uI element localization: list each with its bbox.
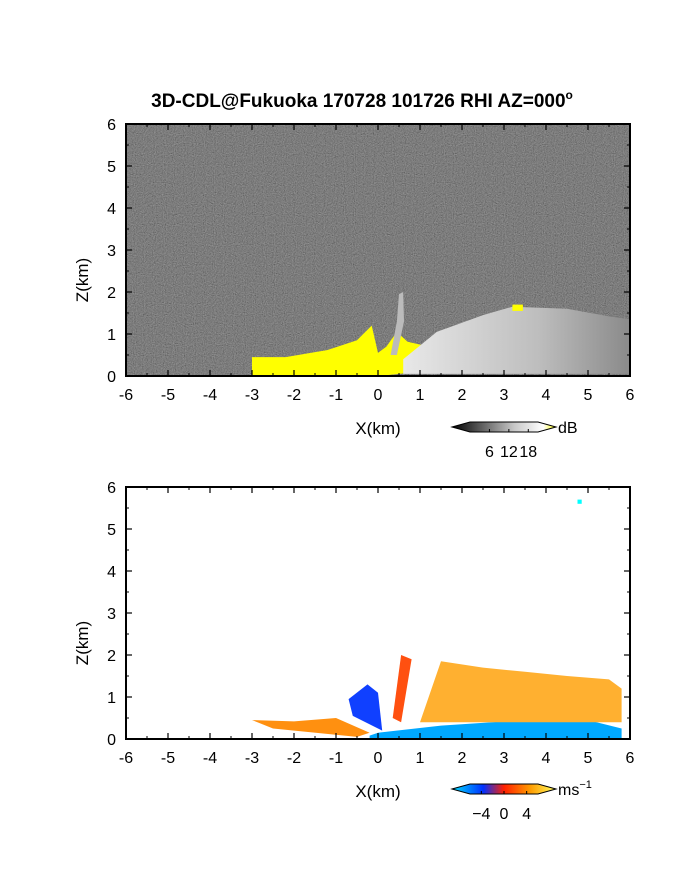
velocity-y-axis-label: Z(km) [73,621,92,665]
x-tick-label: 4 [542,387,551,404]
x-tick-label: -4 [203,387,217,404]
y-tick-label: 5 [107,522,116,539]
y-tick-label: 3 [107,243,116,260]
x-tick-label: -6 [119,387,133,404]
radial-velocity-region-receding-beam [392,655,412,723]
intensity-colorbar-ticks: 6 12 18 [485,429,537,461]
x-tick-label: -2 [287,750,301,767]
velocity-x-axis-label: X(km) [355,782,400,801]
x-tick-label: 2 [458,387,467,404]
x-tick-label: 4 [542,750,551,767]
y-tick-label: 1 [107,690,116,707]
x-tick-label: 1 [416,387,425,404]
colorbar-tick-label: 18 [519,444,537,461]
intensity-colorbar: 6 12 18 dB [450,420,578,461]
x-tick-label: 3 [500,750,509,767]
x-tick-label: 1 [416,750,425,767]
velocity-axes: -6 -5 -4 -3 -2 -1 0 1 2 3 4 5 6 0 1 2 3 4 5 6 [107,480,634,767]
colorbar-tick-label: 6 [485,444,494,461]
x-tick-label: -5 [161,750,175,767]
y-tick-label: 0 [107,369,116,386]
radial-velocity-region-isolated-pixel [577,499,582,504]
intensity-x-axis-label: X(km) [355,419,400,438]
radial-velocity-region-low-level-wedge [252,718,370,737]
velocity-colorbar-ticks: −4 0 4 [472,791,531,823]
x-tick-label: 5 [584,750,593,767]
y-tick-label: 1 [107,327,116,344]
radial-velocity-region-receding-layer [420,661,622,723]
colorbar-tick-label: 4 [522,806,531,823]
intensity-colorbar-unit: dB [558,420,578,437]
y-tick-label: 4 [107,564,116,581]
velocity-colorbar-bar [450,783,558,795]
x-tick-label: -3 [245,750,259,767]
x-tick-label: -3 [245,387,259,404]
y-tick-label: 6 [107,480,116,497]
colorbar-tick-label: 0 [500,806,509,823]
x-tick-label: 2 [458,750,467,767]
x-tick-label: 5 [584,387,593,404]
x-tick-label: -1 [329,387,343,404]
intensity-axes: -6 -5 -4 -3 -2 -1 0 1 2 3 4 5 6 0 1 2 3 4 5 6 [107,117,634,404]
radial-velocity-region-approaching-plume [348,684,383,731]
y-tick-label: 6 [107,117,116,134]
x-tick-label: 0 [374,387,383,404]
x-tick-label: -5 [161,387,175,404]
velocity-colorbar-unit: ms−1 [558,779,592,799]
y-tick-label: 4 [107,201,116,218]
y-tick-label: 2 [107,648,116,665]
radial-velocity-region-approaching-layer [369,720,622,739]
y-tick-label: 3 [107,606,116,623]
colorbar-tick-label: −4 [472,806,490,823]
y-tick-label: 0 [107,732,116,749]
y-tick-label: 5 [107,159,116,176]
x-tick-label: 0 [374,750,383,767]
x-tick-label: -4 [203,750,217,767]
intensity-region-echo-beam [390,292,404,355]
x-tick-label: 6 [626,387,635,404]
velocity-panel: -6 -5 -4 -3 -2 -1 0 1 2 3 4 5 6 0 1 2 3 4 5 6 X(km) Z(km) −… [73,480,635,823]
x-tick-label: 3 [500,387,509,404]
colorbar-tick-label: 12 [500,444,518,461]
x-tick-label: 6 [626,750,635,767]
velocity-echoes [252,499,622,739]
x-tick-label: -1 [329,750,343,767]
y-tick-label: 2 [107,285,116,302]
intensity-colorbar-bar [450,421,558,433]
intensity-echoes [252,292,630,376]
intensity-y-axis-label: Z(km) [73,258,92,302]
chart-title: 3D-CDL@Fukuoka 170728 101726 RHI AZ=000o [151,88,573,112]
intensity-region-echo-layer [403,306,630,374]
intensity-region-hotspot [512,304,523,311]
x-tick-label: -6 [119,750,133,767]
x-tick-label: -2 [287,387,301,404]
velocity-colorbar: −4 0 4 ms−1 [450,779,592,823]
